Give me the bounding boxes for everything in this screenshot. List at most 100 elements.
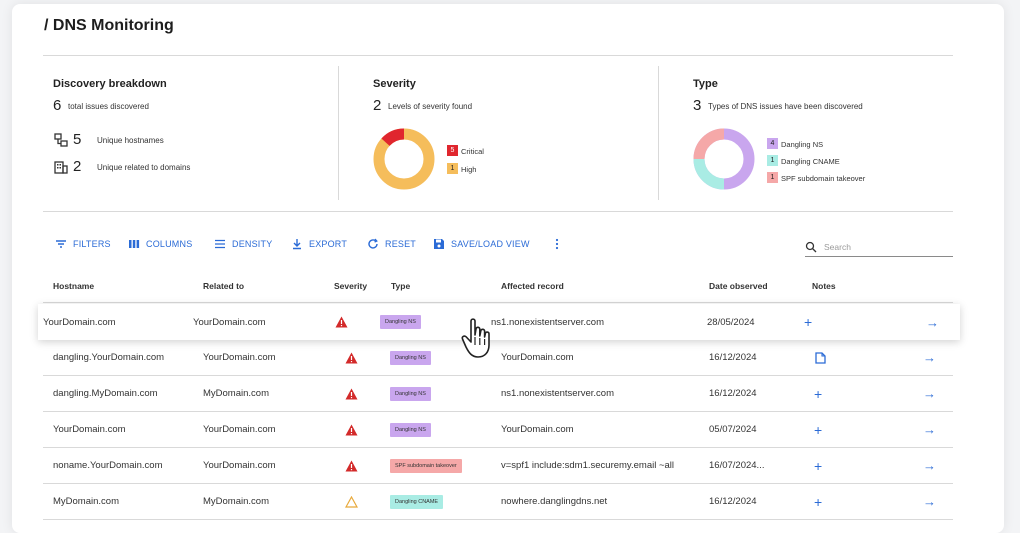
save-load-view-label: SAVE/LOAD VIEW [451, 239, 530, 249]
search-icon [805, 241, 817, 253]
hostname-cell: MyDomain.com [53, 496, 119, 507]
table-row[interactable]: dangling.YourDomain.com YourDomain.com D… [43, 340, 953, 376]
hostnames-label: Unique hostnames [97, 136, 164, 145]
more-options-button[interactable] [551, 238, 563, 250]
export-button[interactable]: EXPORT [291, 238, 347, 250]
search-placeholder: Search [824, 242, 851, 252]
reset-button[interactable]: RESET [367, 238, 416, 250]
critical-severity-icon [345, 448, 358, 483]
legend-high-label: High [461, 165, 477, 174]
legend-dangling-ns-label: Dangling NS [781, 140, 824, 149]
refresh-icon [368, 238, 378, 249]
hostnames-count: 5 [73, 131, 82, 148]
column-header-severity[interactable]: Severity [334, 281, 368, 291]
critical-severity-icon [345, 340, 358, 375]
add-note-icon[interactable]: + [814, 385, 823, 402]
add-note-icon[interactable]: + [814, 493, 823, 510]
arrow-right-icon[interactable]: → [923, 422, 936, 437]
legend-high-count: 1 [447, 163, 458, 174]
hostname-cell: YourDomain.com [43, 316, 116, 328]
divider [338, 66, 339, 200]
total-issues-count: 6 [53, 97, 62, 114]
date-observed-cell: 28/05/2024 [707, 316, 755, 328]
arrow-right-icon[interactable]: → [923, 458, 936, 473]
add-note-icon[interactable]: + [814, 421, 823, 438]
related-to-cell: YourDomain.com [193, 316, 266, 328]
severity-donut-chart [373, 128, 435, 190]
type-badge: SPF subdomain takeover [390, 458, 462, 473]
search-input[interactable]: Search [805, 238, 953, 257]
affected-record-cell: ns1.nonexistentserver.com [491, 316, 605, 328]
affected-record-cell: v=spf1 include:sdm1.securemy.email ~all [501, 460, 675, 471]
density-label: DENSITY [232, 239, 273, 249]
type-cell: Dangling NS [390, 340, 431, 375]
column-header-related-to[interactable]: Related to [203, 281, 245, 291]
severity-label: Levels of severity found [388, 102, 473, 111]
affected-record-cell: YourDomain.com [501, 352, 574, 363]
save-load-view-button[interactable]: SAVE/LOAD VIEW [433, 238, 530, 250]
note-icon[interactable] [815, 340, 826, 375]
arrow-right-icon[interactable]: → [923, 350, 936, 365]
type-cell: SPF subdomain takeover [390, 448, 462, 483]
type-badge: Dangling NS [390, 386, 431, 401]
type-title: Type [693, 78, 718, 90]
save-icon [434, 239, 444, 249]
domains-label: Unique related to domains [97, 163, 191, 172]
date-observed-cell: 05/07/2024 [709, 424, 757, 435]
related-to-cell: YourDomain.com [203, 460, 276, 471]
critical-severity-icon [345, 376, 358, 411]
columns-button[interactable]: COLUMNS [128, 238, 192, 250]
legend-spf-count: 1 [767, 172, 778, 183]
download-icon [293, 239, 301, 250]
critical-severity-icon [345, 412, 358, 447]
columns-icon [129, 240, 140, 248]
hostname-cell: YourDomain.com [53, 424, 126, 435]
domains-icon [54, 161, 68, 174]
hostname-cell: dangling.YourDomain.com [53, 352, 165, 363]
column-header-affected-record[interactable]: Affected record [501, 281, 564, 291]
divider [43, 55, 953, 56]
type-cell: Dangling NS [380, 304, 421, 340]
filters-button[interactable]: FILTERS [55, 238, 111, 250]
reset-label: RESET [385, 239, 417, 249]
type-donut-chart [693, 128, 755, 190]
type-badge: Dangling NS [390, 422, 431, 437]
column-header-type[interactable]: Type [391, 281, 411, 291]
density-button[interactable]: DENSITY [214, 238, 272, 250]
more-vertical-icon [555, 238, 559, 250]
add-note-icon[interactable]: + [814, 457, 823, 474]
related-to-cell: YourDomain.com [203, 424, 276, 435]
critical-severity-icon [335, 304, 348, 340]
date-observed-cell: 16/07/2024... [709, 460, 765, 471]
type-badge: Dangling CNAME [390, 494, 444, 509]
hostname-cell: noname.YourDomain.com [53, 460, 163, 471]
arrow-right-icon[interactable]: → [923, 386, 936, 401]
affected-record-cell: ns1.nonexistentserver.com [501, 388, 615, 399]
table-row[interactable]: YourDomain.com YourDomain.com Dangling N… [38, 304, 960, 340]
export-label: EXPORT [309, 239, 348, 249]
date-observed-cell: 16/12/2024 [709, 352, 757, 363]
table-row[interactable]: YourDomain.com YourDomain.com Dangling N… [43, 412, 953, 448]
table-row[interactable]: MyDomain.com MyDomain.com Dangling CNAME… [43, 484, 953, 520]
add-note-icon[interactable]: + [804, 314, 813, 330]
column-header-date-observed[interactable]: Date observed [709, 281, 768, 291]
related-to-cell: YourDomain.com [203, 352, 276, 363]
hostnames-icon [54, 133, 68, 147]
hand-cursor-icon [461, 318, 490, 358]
table-row[interactable]: noname.YourDomain.com YourDomain.com SPF… [43, 448, 953, 484]
column-header-notes[interactable]: Notes [812, 281, 836, 291]
type-cell: Dangling NS [390, 412, 431, 447]
legend-dangling-ns-count: 4 [767, 138, 778, 149]
related-to-cell: MyDomain.com [203, 496, 269, 507]
dashboard-card [12, 4, 1004, 533]
arrow-right-icon[interactable]: → [923, 494, 936, 509]
column-header-hostname[interactable]: Hostname [53, 281, 95, 291]
density-icon [215, 239, 225, 249]
page-title: / DNS Monitoring [44, 17, 174, 34]
divider [658, 66, 659, 200]
related-to-cell: MyDomain.com [203, 388, 269, 399]
high-severity-icon [345, 484, 358, 519]
arrow-right-icon[interactable]: → [926, 314, 939, 330]
type-badge: Dangling NS [390, 350, 431, 365]
table-row[interactable]: dangling.MyDomain.com MyDomain.com Dangl… [43, 376, 953, 412]
